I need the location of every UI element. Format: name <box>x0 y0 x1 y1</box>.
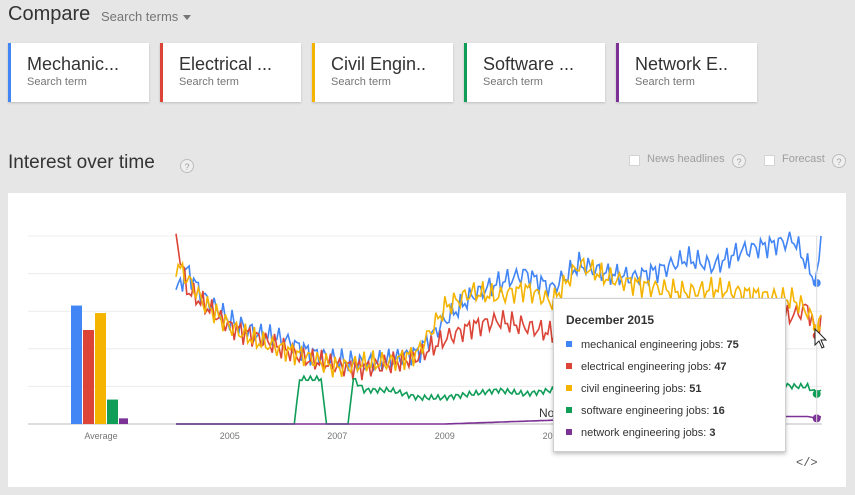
card-color-bar <box>160 43 163 102</box>
card-color-bar <box>464 43 467 102</box>
tooltip-row: network engineering jobs: 3 <box>566 427 716 439</box>
search-term-card-3[interactable]: Civil Engin.. Search term <box>312 43 453 102</box>
x-tick-label: 2005 <box>220 431 240 441</box>
news-headlines-checkbox[interactable] <box>629 155 640 166</box>
card-color-bar <box>616 43 619 102</box>
caret-down-icon <box>183 15 192 21</box>
search-terms-dropdown[interactable]: Search terms <box>101 9 192 24</box>
card-term: Electrical ... <box>179 54 273 74</box>
compare-title: Compare <box>8 3 91 25</box>
card-subtitle: Search term <box>331 76 391 88</box>
x-tick-label: 2007 <box>327 431 347 441</box>
card-color-bar <box>8 43 11 102</box>
average-bar <box>95 313 106 424</box>
card-term: Civil Engin.. <box>331 54 427 74</box>
tooltip-row: electrical engineering jobs: 47 <box>566 361 727 373</box>
search-term-card-2[interactable]: Electrical ... Search term <box>160 43 301 102</box>
tooltip-label: civil engineering jobs: <box>581 383 687 395</box>
tooltip-row: software engineering jobs: 16 <box>566 405 725 417</box>
tooltip-value: 16 <box>712 405 725 417</box>
card-term: Software ... <box>483 54 575 74</box>
embed-code-button[interactable]: </> <box>796 456 818 470</box>
legend-swatch <box>566 341 572 348</box>
tooltip-label: electrical engineering jobs: <box>581 361 712 373</box>
average-bar <box>83 330 94 424</box>
average-label: Average <box>84 431 117 441</box>
forecast-help-icon[interactable]: ? <box>832 154 846 168</box>
news-headlines-label: News headlines <box>647 153 725 165</box>
average-bar <box>71 305 82 424</box>
legend-swatch <box>566 385 572 392</box>
tooltip-value: 3 <box>709 427 716 439</box>
help-icon[interactable]: ? <box>180 159 194 173</box>
card-term: Mechanic... <box>27 54 120 74</box>
tooltip-label: mechanical engineering jobs: <box>581 339 724 351</box>
search-term-card-4[interactable]: Software ... Search term <box>464 43 605 102</box>
tooltip-value: 47 <box>714 361 727 373</box>
cursor-icon <box>814 327 828 349</box>
legend-swatch <box>566 429 572 436</box>
data-tooltip: December 2015 mechanical engineering job… <box>553 298 786 452</box>
tooltip-date: December 2015 <box>566 313 655 327</box>
legend-swatch <box>566 363 572 370</box>
card-subtitle: Search term <box>179 76 239 88</box>
tooltip-label: software engineering jobs: <box>581 405 710 417</box>
series-line <box>175 257 822 378</box>
search-term-card-1[interactable]: Mechanic... Search term <box>8 43 149 102</box>
tooltip-value: 51 <box>689 383 702 395</box>
x-axis-ticks: 2005 2007 2009 2011 <box>220 431 562 441</box>
forecast-label: Forecast <box>782 153 825 165</box>
legend-swatch <box>566 407 572 414</box>
tooltip-row: civil engineering jobs: 51 <box>566 383 701 395</box>
news-headlines-help-icon[interactable]: ? <box>732 154 746 168</box>
card-term: Network E.. <box>635 54 729 74</box>
section-title: Interest over time <box>8 152 155 173</box>
tooltip-label: network engineering jobs: <box>581 427 707 439</box>
x-tick-label: 2009 <box>435 431 455 441</box>
tooltip-value: 75 <box>726 339 739 351</box>
average-bar <box>107 399 118 424</box>
card-subtitle: Search term <box>635 76 695 88</box>
x-tick-label: 2011 <box>543 431 562 441</box>
search-term-card-5[interactable]: Network E.. Search term <box>616 43 757 102</box>
card-color-bar <box>312 43 315 102</box>
series-lines <box>175 231 828 425</box>
card-subtitle: Search term <box>483 76 543 88</box>
forecast-checkbox[interactable] <box>764 155 775 166</box>
average-bars <box>71 305 128 424</box>
search-terms-label: Search terms <box>101 9 179 24</box>
average-bar <box>119 418 128 424</box>
card-subtitle: Search term <box>27 76 87 88</box>
tooltip-row: mechanical engineering jobs: 75 <box>566 339 739 351</box>
annotation-peek: No <box>539 406 555 420</box>
